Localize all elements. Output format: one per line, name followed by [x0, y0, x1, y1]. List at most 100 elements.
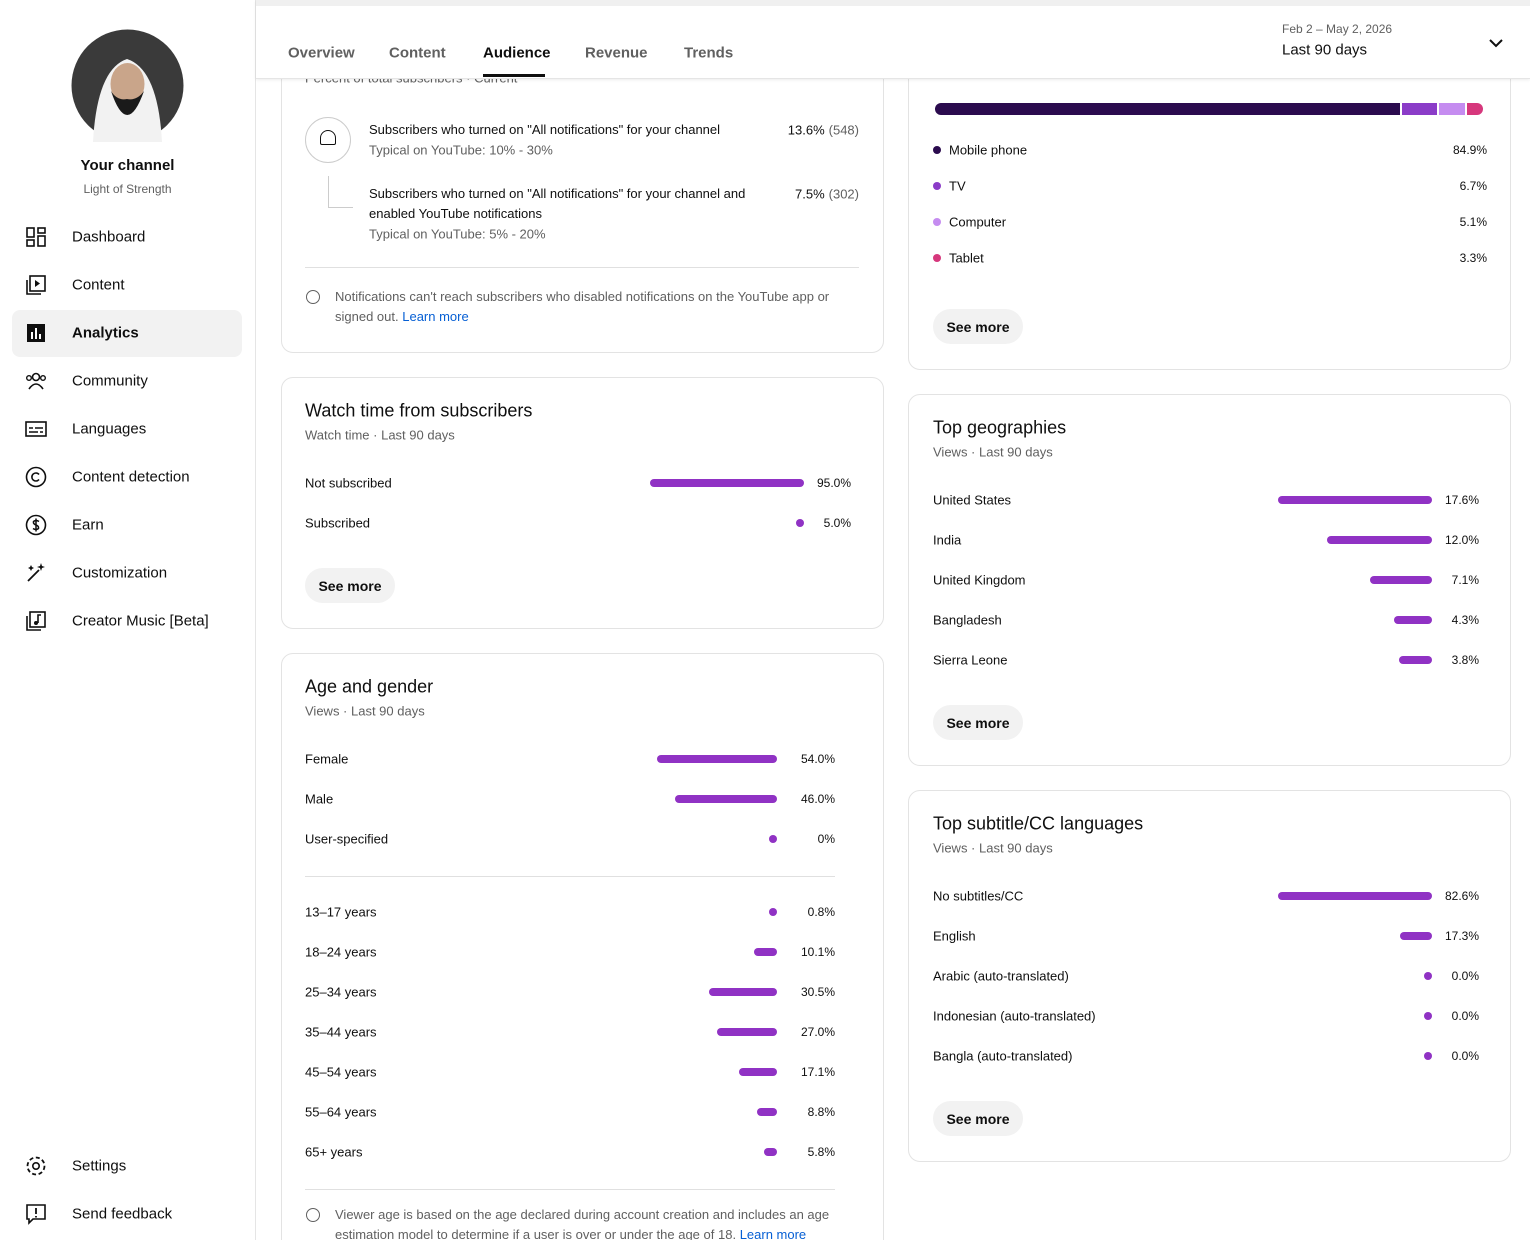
row-value: 17.1% [800, 1065, 835, 1079]
see-more-button[interactable]: See more [933, 705, 1023, 740]
info-icon [306, 1208, 320, 1222]
bar [738, 1068, 777, 1076]
bar [764, 1148, 777, 1156]
date-range: Feb 2 – May 2, 2026 [1282, 22, 1393, 36]
nav-icon [26, 1156, 46, 1176]
nav-item[interactable]: Analytics [72, 324, 139, 342]
bar [674, 795, 777, 803]
bar [1424, 1012, 1432, 1020]
row-value: 0.8% [807, 905, 835, 919]
row-label: No subtitles/CC [933, 888, 1024, 904]
avatar [71, 29, 184, 142]
nav-item[interactable]: Earn [72, 516, 104, 534]
nav-item[interactable]: Languages [72, 420, 147, 438]
row-value: 17.3% [1444, 929, 1479, 943]
nav-item[interactable]: Content detection [72, 468, 190, 486]
bar [1424, 972, 1432, 980]
note: Viewer age is based on the age declared … [335, 1205, 845, 1240]
row-value: 4.3% [1451, 613, 1479, 627]
tab[interactable]: Trends [684, 44, 734, 62]
connector [328, 176, 353, 208]
tab[interactable]: Revenue [585, 44, 648, 62]
row-value: 12.0% [1444, 533, 1479, 547]
row-label: Male [305, 791, 334, 807]
see-more-button[interactable]: See more [305, 568, 395, 603]
bar [1394, 616, 1432, 624]
row-label: Bangladesh [933, 612, 1002, 628]
nav-item[interactable]: Settings [72, 1157, 127, 1175]
device-value: 6.7% [1459, 179, 1487, 193]
bar [1398, 656, 1432, 664]
stacked-segment [935, 103, 1400, 115]
nav-icon [25, 421, 47, 437]
row-value: 82.6% [1444, 889, 1479, 903]
nav-icon [27, 563, 45, 582]
nav-icon [26, 275, 46, 295]
card-subtitle: Views · Last 90 days [933, 840, 1053, 856]
row-label: United Kingdom [933, 572, 1026, 588]
notification-value: 13.6% (548) [788, 123, 859, 138]
legend-dot [933, 218, 941, 226]
nav-item[interactable]: Creator Music [Beta] [72, 612, 209, 630]
nav-item[interactable]: Send feedback [72, 1205, 173, 1223]
nav-item[interactable]: Community [72, 372, 148, 390]
row-label: Subscribed [305, 515, 371, 531]
bell-icon [305, 117, 351, 163]
row-label: United States [933, 492, 1012, 508]
channel-name: Light of Strength [83, 182, 172, 196]
nav-icon [27, 324, 45, 342]
see-more-button[interactable]: See more [933, 309, 1023, 344]
bar [1399, 932, 1432, 940]
age-gender-card [281, 653, 884, 1240]
learn-more-link[interactable]: Learn more [739, 1227, 807, 1240]
tab[interactable]: Content [389, 44, 446, 62]
tab[interactable]: Overview [288, 44, 355, 62]
row-label: Arabic (auto-translated) [933, 968, 1069, 984]
row-value: 17.6% [1444, 493, 1479, 507]
row-label: 55–64 years [305, 1104, 377, 1120]
row-value: 0.0% [1451, 1049, 1479, 1063]
bar [769, 908, 777, 916]
percent: 13.6% [787, 122, 825, 138]
bar [1369, 576, 1432, 584]
row-value: 5.8% [807, 1145, 835, 1159]
row-value: 8.8% [807, 1105, 835, 1119]
row-label: 35–44 years [305, 1024, 377, 1040]
subtitles-card [908, 790, 1511, 1162]
row-value: 10.1% [800, 945, 835, 959]
card-title: Top subtitle/CC languages [933, 813, 1144, 834]
card-title: Watch time from subscribers [305, 400, 533, 421]
bar [769, 835, 777, 843]
row-value: 0.0% [1451, 969, 1479, 983]
nav-icon [26, 372, 47, 390]
row-value: 3.8% [1451, 653, 1479, 667]
stacked-segment [1466, 103, 1483, 115]
row-label: English [933, 928, 976, 944]
card-title: Top geographies [933, 417, 1067, 438]
bar [650, 479, 804, 487]
row-label: 65+ years [305, 1144, 363, 1160]
bar [757, 1108, 777, 1116]
nav-item[interactable]: Content [72, 276, 125, 294]
notification-text: Subscribers who turned on "All notificat… [369, 186, 746, 221]
divider [305, 1189, 835, 1190]
divider [305, 876, 835, 877]
card-subtitle: Watch time · Last 90 days [305, 427, 455, 443]
date-label: Last 90 days [1282, 41, 1368, 59]
device-value: 3.3% [1459, 251, 1487, 265]
count: (548) [828, 122, 859, 138]
card-title: Age and gender [305, 676, 434, 697]
bar [1278, 496, 1432, 504]
nav-icon [26, 611, 46, 631]
learn-more-link[interactable]: Learn more [402, 309, 469, 324]
tab[interactable]: Audience [483, 44, 551, 62]
header-strip [256, 0, 1530, 6]
row-label: Female [305, 751, 349, 767]
dropdown-icon[interactable] [1486, 33, 1506, 53]
stacked-segment [1401, 103, 1437, 115]
see-more-button[interactable]: See more [933, 1101, 1023, 1136]
device-value: 5.1% [1459, 215, 1487, 229]
nav-item[interactable]: Customization [72, 564, 168, 582]
nav-item[interactable]: Dashboard [72, 228, 146, 246]
card-subtitle: Views · Last 90 days [933, 444, 1053, 460]
